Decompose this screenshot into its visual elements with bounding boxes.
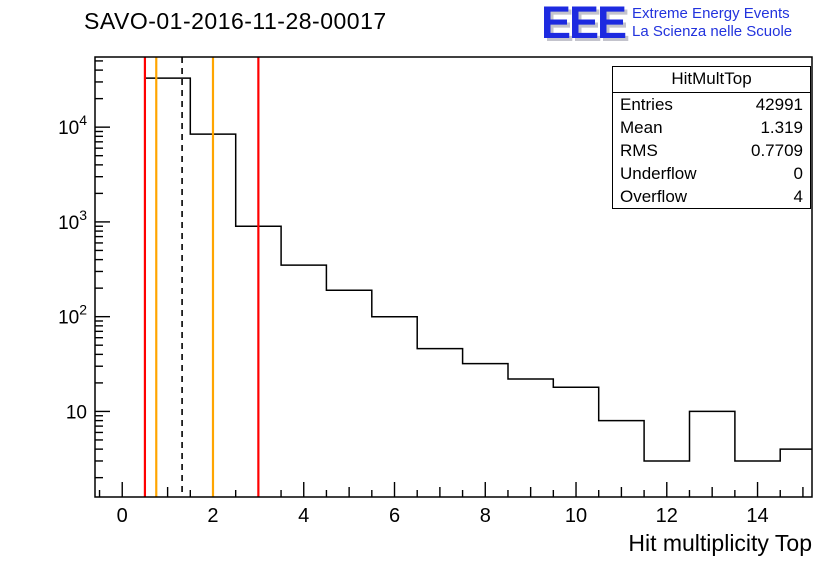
stats-value: 0 <box>793 164 803 183</box>
x-axis: 0 2 4 6 8 10 12 14 <box>98 482 804 527</box>
page-title: SAVO-01-2016-11-28-00017 <box>84 8 387 34</box>
stats-label: RMS <box>620 141 658 160</box>
eee-logo-subtitles: Extreme Energy Events La Scienza nelle S… <box>632 2 792 41</box>
y-axis: 10 102 103 104 <box>58 60 110 479</box>
x-tick-label: 10 <box>565 505 587 527</box>
stats-label: Entries <box>620 95 673 114</box>
eee-logo: EEE Extreme Energy Events La Scienza nel… <box>541 0 792 48</box>
stats-box-title: HitMultTop <box>613 67 810 93</box>
stats-value: 42991 <box>755 95 803 114</box>
stats-row-mean: Mean 1.319 <box>613 116 810 139</box>
eee-logo-subtitle-1: Extreme Energy Events <box>632 5 790 22</box>
eee-logo-subtitle-2: La Scienza nelle Scuole <box>632 23 793 40</box>
stats-value: 1.319 <box>760 118 803 137</box>
x-tick-label: 0 <box>117 505 128 527</box>
stats-row-underflow: Underflow 0 <box>613 162 810 185</box>
x-tick-label: 2 <box>207 505 218 527</box>
y-tick-label: 102 <box>58 302 87 329</box>
plot-frame <box>94 56 813 498</box>
stats-label: Underflow <box>620 164 697 183</box>
y-tick-label: 10 <box>66 402 87 423</box>
stats-label: Overflow <box>620 187 688 206</box>
x-axis-title: Hit multiplicity Top <box>628 530 812 556</box>
stats-box: HitMultTop Entries 42991 Mean 1.319 RMS … <box>612 66 811 209</box>
stats-row-entries: Entries 42991 <box>613 93 810 116</box>
x-tick-label: 4 <box>298 505 309 527</box>
x-tick-label: 14 <box>746 505 768 527</box>
stats-label: Mean <box>620 118 663 137</box>
eee-logo-letters: EEE <box>541 0 627 48</box>
x-tick-label: 12 <box>656 505 678 527</box>
stats-value: 4 <box>793 187 803 206</box>
histogram-step-line <box>144 77 812 497</box>
y-tick-label: 103 <box>58 207 87 234</box>
stats-row-rms: RMS 0.7709 <box>613 139 810 162</box>
y-tick-label: 104 <box>58 112 87 139</box>
x-tick-label: 6 <box>389 505 400 527</box>
stats-row-overflow: Overflow 4 <box>613 185 810 208</box>
stats-value: 0.7709 <box>751 141 803 160</box>
x-tick-label: 8 <box>480 505 491 527</box>
